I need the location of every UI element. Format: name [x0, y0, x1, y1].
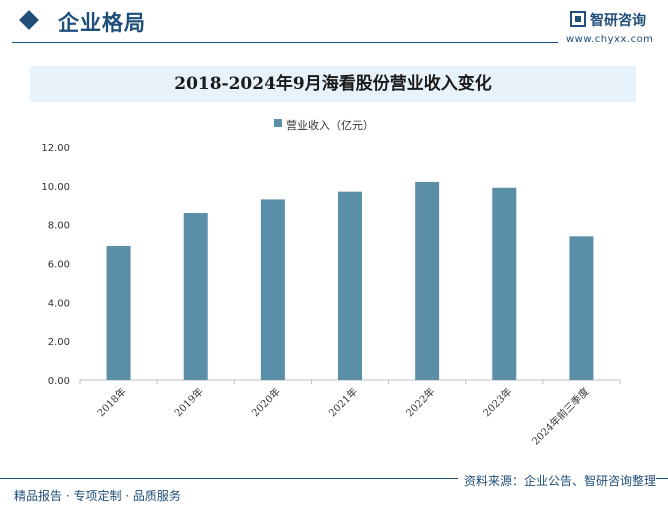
bar-chart: 0.00 2.00 4.00 6.00 8.00 10.00 12.00 2018年 2019年… [41, 143, 621, 448]
x-tick-label: 2019年 [172, 385, 206, 419]
brand-name: 智研咨询 [590, 13, 646, 29]
footer-slogan: 精品报告 · 专项定制 · 品质服务 [14, 489, 181, 503]
brand-logo-icon [570, 11, 586, 27]
x-tick-label: 2018年 [94, 385, 128, 419]
y-tick-label: 12.00 [41, 143, 70, 154]
header: 企业格局 智研咨询 www.chyxx.com [0, 0, 668, 46]
header-divider [12, 42, 558, 43]
chart-title-band: 2018-2024年9月海看股份营业收入变化 [30, 66, 636, 102]
bar-2018年 [106, 246, 131, 380]
y-tick-label: 10.00 [41, 182, 70, 193]
bar-2021年 [338, 191, 362, 380]
footer-divider [0, 478, 668, 479]
x-tick-label: 2024年前三季度 [529, 385, 592, 448]
section-title: 企业格局 [58, 11, 146, 35]
x-tick-label: 2023年 [480, 385, 514, 419]
legend-label: 营业收入（亿元） [286, 119, 374, 132]
bar-2023年 [492, 187, 517, 380]
chart-title: 2018-2024年9月海看股份营业收入变化 [174, 74, 492, 94]
y-tick-label: 2.00 [48, 337, 70, 348]
y-tick-label: 4.00 [48, 298, 70, 309]
x-tick-label: 2022年 [403, 385, 437, 419]
y-tick-label: 6.00 [48, 260, 70, 271]
source-note: 资料来源：企业公告、智研咨询整理 [457, 472, 656, 489]
bar-2022年 [415, 181, 440, 380]
y-tick-label: 8.00 [48, 221, 70, 232]
bar-2020年 [260, 199, 285, 380]
bar-2019年 [183, 213, 208, 380]
x-tick-label: 2021年 [326, 385, 360, 419]
legend-swatch [274, 119, 282, 127]
bar-2024年前三季度 [569, 236, 594, 380]
y-tick-label: 0.00 [48, 376, 70, 387]
brand-url: www.chyxx.com [566, 34, 654, 45]
x-tick-label: 2020年 [249, 385, 283, 419]
